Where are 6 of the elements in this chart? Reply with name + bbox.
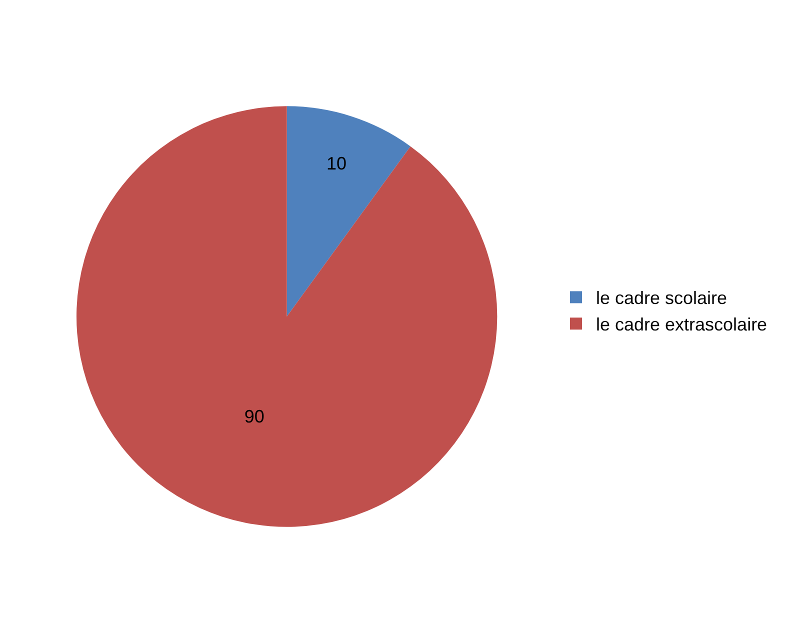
legend-label: le cadre scolaire [596,288,728,308]
legend-label: le cadre extrascolaire [596,314,768,335]
data-label: 10 [326,154,347,174]
data-label: 90 [244,406,264,427]
pie-slice [76,106,497,527]
pie-slice [286,106,410,317]
